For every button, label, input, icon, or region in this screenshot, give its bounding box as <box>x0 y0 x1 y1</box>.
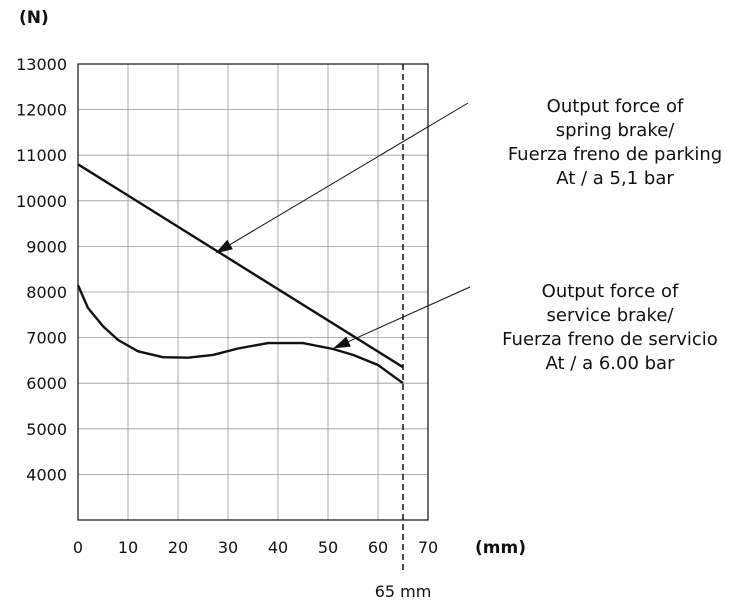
series-group <box>76 163 404 385</box>
annotation-service-brake-line-4: At / a 6.00 bar <box>546 353 676 374</box>
x-tick-label-2: 20 <box>168 538 188 557</box>
annotation-spring-brake-line-3: Fuerza freno de parking <box>508 144 722 165</box>
y-tick-label-1: 5000 <box>26 420 67 439</box>
y-tick-label-3: 7000 <box>26 329 67 348</box>
annotation-spring-brake-line-1: Output force of <box>547 96 684 117</box>
y-tick-label-6: 10000 <box>16 192 67 211</box>
y-axis-unit-label: (N) <box>19 8 49 28</box>
annotation-spring-brake-line-4: At / a 5,1 bar <box>556 168 674 189</box>
annotation-service-brake-line-2: service brake/ <box>547 305 675 326</box>
series-line-spring-brake <box>77 163 404 369</box>
stroke-limit-marker-label: 65 mm <box>375 582 432 601</box>
annotation-spring-brake-line-2: spring brake/ <box>556 120 675 141</box>
y-tick-label-0: 4000 <box>26 465 67 484</box>
y-tick-label-5: 9000 <box>26 237 67 256</box>
x-tick-label-4: 40 <box>268 538 288 557</box>
x-tick-label-0: 0 <box>73 538 83 557</box>
y-tick-label-7: 11000 <box>16 146 67 165</box>
y-tick-label-2: 6000 <box>26 374 67 393</box>
plot-frame <box>77 63 429 521</box>
series-line-service-brake <box>76 284 404 385</box>
annotation-spring-brake: Output force of spring brake/ Fuerza fre… <box>215 96 722 254</box>
annotation-spring-brake-leader <box>229 102 469 245</box>
annotation-service-brake-line-3: Fuerza freno de servicio <box>502 329 718 350</box>
x-tick-label-5: 50 <box>318 538 338 557</box>
annotation-service-brake-arrowhead <box>333 336 351 349</box>
annotation-service-brake-line-1: Output force of <box>542 281 679 302</box>
y-tick-label-4: 8000 <box>26 283 67 302</box>
x-tick-label-7: 70 <box>418 538 438 557</box>
annotation-service-brake-leader <box>348 286 471 343</box>
x-tick-label-3: 30 <box>218 538 238 557</box>
x-tick-label-6: 60 <box>368 538 388 557</box>
x-axis-unit-label: (mm) <box>475 538 526 558</box>
y-tick-labels: 4000 5000 6000 7000 8000 9000 10000 11000 12000 1… <box>16 55 67 484</box>
y-tick-label-8: 12000 <box>16 101 67 120</box>
x-tick-labels: 0 10 20 30 40 50 60 70 <box>73 538 438 557</box>
y-tick-label-9: 13000 <box>16 55 67 74</box>
annotation-spring-brake-arrowhead <box>215 239 233 254</box>
grid-lines <box>77 63 429 520</box>
x-tick-label-1: 10 <box>118 538 138 557</box>
annotation-service-brake: Output force of service brake/ Fuerza fr… <box>333 281 718 374</box>
